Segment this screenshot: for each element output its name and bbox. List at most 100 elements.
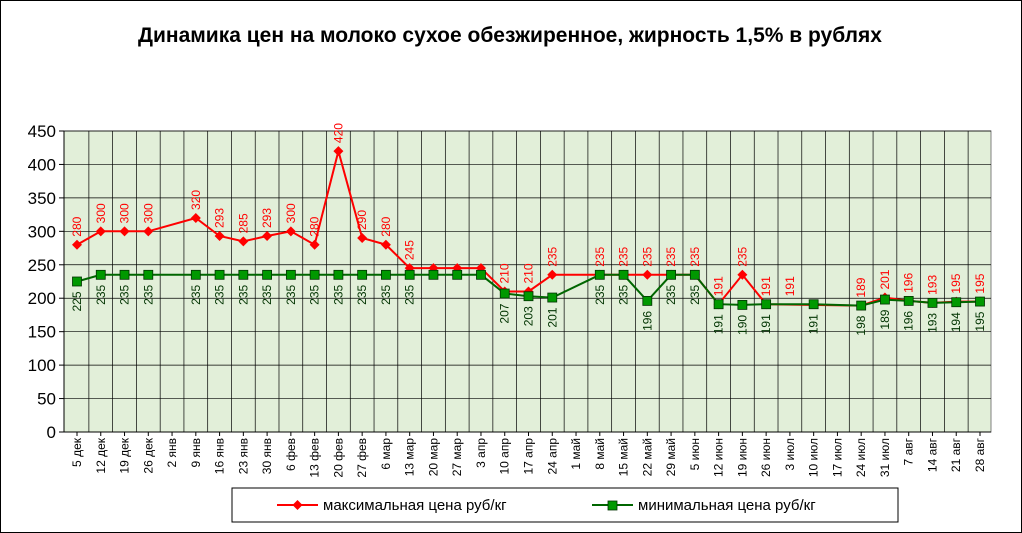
max-data-label: 195: [949, 273, 963, 293]
series-min: [72, 269, 985, 311]
x-tick-label: 13 фев: [308, 438, 322, 478]
x-tick-label: 13 мар: [403, 438, 417, 477]
x-tick-label: 7 авг: [902, 437, 916, 465]
legend-box: [231, 487, 899, 523]
x-tick-label: 29 май: [664, 438, 678, 476]
legend: максимальная цена руб/кг минимальная цен…: [231, 487, 899, 523]
x-tick-label: 26 дек: [141, 437, 155, 473]
data-point: [238, 269, 249, 280]
plot-area: [63, 130, 992, 433]
x-tick-label: 20 мар: [426, 438, 440, 477]
y-tick-label: 250: [28, 256, 56, 275]
data-point: [357, 233, 368, 244]
min-data-label: 235: [379, 284, 393, 304]
data-point: [119, 269, 130, 280]
min-data-label: 225: [70, 291, 84, 311]
legend-max-marker: [292, 500, 303, 510]
x-tick-label: 17 июл: [830, 438, 844, 477]
max-data-label: 300: [141, 203, 155, 223]
legend-min-marker: [607, 500, 618, 511]
min-data-label: 195: [973, 311, 987, 331]
y-tick-label: 200: [28, 289, 56, 308]
max-data-label: 285: [236, 213, 250, 233]
data-point: [975, 296, 985, 307]
min-data-label: 235: [284, 284, 298, 304]
max-data-label: 420: [331, 123, 345, 143]
max-data-label: 300: [284, 203, 298, 223]
min-data-label: 193: [925, 313, 939, 333]
min-data-label: 235: [236, 284, 250, 304]
min-data-label: 191: [807, 314, 821, 334]
x-tick-label: 1 май: [569, 438, 583, 470]
data-point: [72, 276, 82, 287]
data-point: [808, 299, 819, 310]
max-data-label: 189: [854, 277, 868, 297]
data-point: [95, 226, 106, 237]
x-tick-label: 2 янв: [165, 438, 179, 468]
max-data-label: 280: [308, 216, 322, 236]
x-tick-label: 20 фев: [331, 438, 345, 478]
min-data-label: 191: [712, 314, 726, 334]
data-point: [190, 212, 201, 223]
y-tick-label: 450: [28, 122, 56, 141]
y-tick-label: 350: [28, 189, 56, 208]
max-data-label: 300: [94, 203, 108, 223]
y-tick-label: 300: [28, 222, 56, 241]
x-tick-label: 3 июл: [783, 438, 797, 470]
data-point: [380, 239, 391, 250]
max-data-label: 191: [783, 276, 797, 296]
max-data-label: 210: [498, 263, 512, 283]
y-tick-label: 0: [47, 423, 56, 442]
data-point: [547, 292, 558, 303]
x-tick-label: 19 июн: [735, 438, 749, 477]
max-data-label: 300: [118, 203, 132, 223]
min-data-label: 196: [640, 311, 654, 331]
max-data-label: 320: [189, 190, 203, 210]
data-point: [333, 146, 344, 157]
min-data-label: 189: [878, 309, 892, 329]
min-data-label: 235: [260, 284, 274, 304]
max-data-label: 193: [925, 275, 939, 295]
min-data-label: 203: [522, 306, 536, 326]
data-point: [238, 236, 249, 247]
max-data-label: 290: [355, 210, 369, 230]
data-point: [190, 269, 201, 280]
data-point: [452, 269, 463, 280]
x-tick-label: 30 янв: [260, 438, 274, 474]
data-point: [594, 269, 605, 280]
legend-min-label: минимальная цена руб/кг: [638, 497, 816, 514]
min-data-label: 196: [902, 311, 916, 331]
x-tick-label: 8 май: [593, 438, 607, 470]
max-data-label: 293: [213, 208, 227, 228]
min-data-label: 235: [141, 284, 155, 304]
data-point: [689, 269, 700, 280]
max-data-label: 280: [70, 216, 84, 236]
data-point: [903, 295, 914, 306]
data-point: [642, 269, 653, 280]
x-tick-label: 12 дек: [94, 437, 108, 473]
x-tick-label: 27 мар: [450, 438, 464, 477]
min-data-label: 235: [617, 284, 631, 304]
x-tick-label: 24 апр: [545, 438, 559, 475]
data-point: [737, 269, 748, 280]
min-data-label: 235: [213, 284, 227, 304]
data-point: [880, 294, 890, 305]
data-point: [476, 269, 486, 280]
max-data-label: 235: [545, 246, 559, 266]
min-data-label: 235: [308, 284, 322, 304]
min-data-label: 235: [688, 284, 702, 304]
series-layer: [72, 146, 985, 311]
data-point: [214, 231, 225, 242]
data-point: [333, 269, 344, 280]
chart-title: Динамика цен на молоко сухое обезжиренно…: [138, 24, 882, 47]
x-tick-label: 5 дек: [70, 437, 84, 467]
min-data-label: 235: [118, 284, 132, 304]
max-data-label: 245: [403, 240, 417, 260]
data-point: [309, 269, 320, 280]
data-point: [381, 269, 391, 280]
data-point: [713, 299, 724, 310]
min-data-label: 235: [664, 284, 678, 304]
data-labels-layer: 280 300 300 300 320 293 285 293 300 280 420 290 280 2…: [70, 123, 987, 336]
max-data-label: 235: [640, 246, 654, 266]
min-data-label: 235: [355, 284, 369, 304]
